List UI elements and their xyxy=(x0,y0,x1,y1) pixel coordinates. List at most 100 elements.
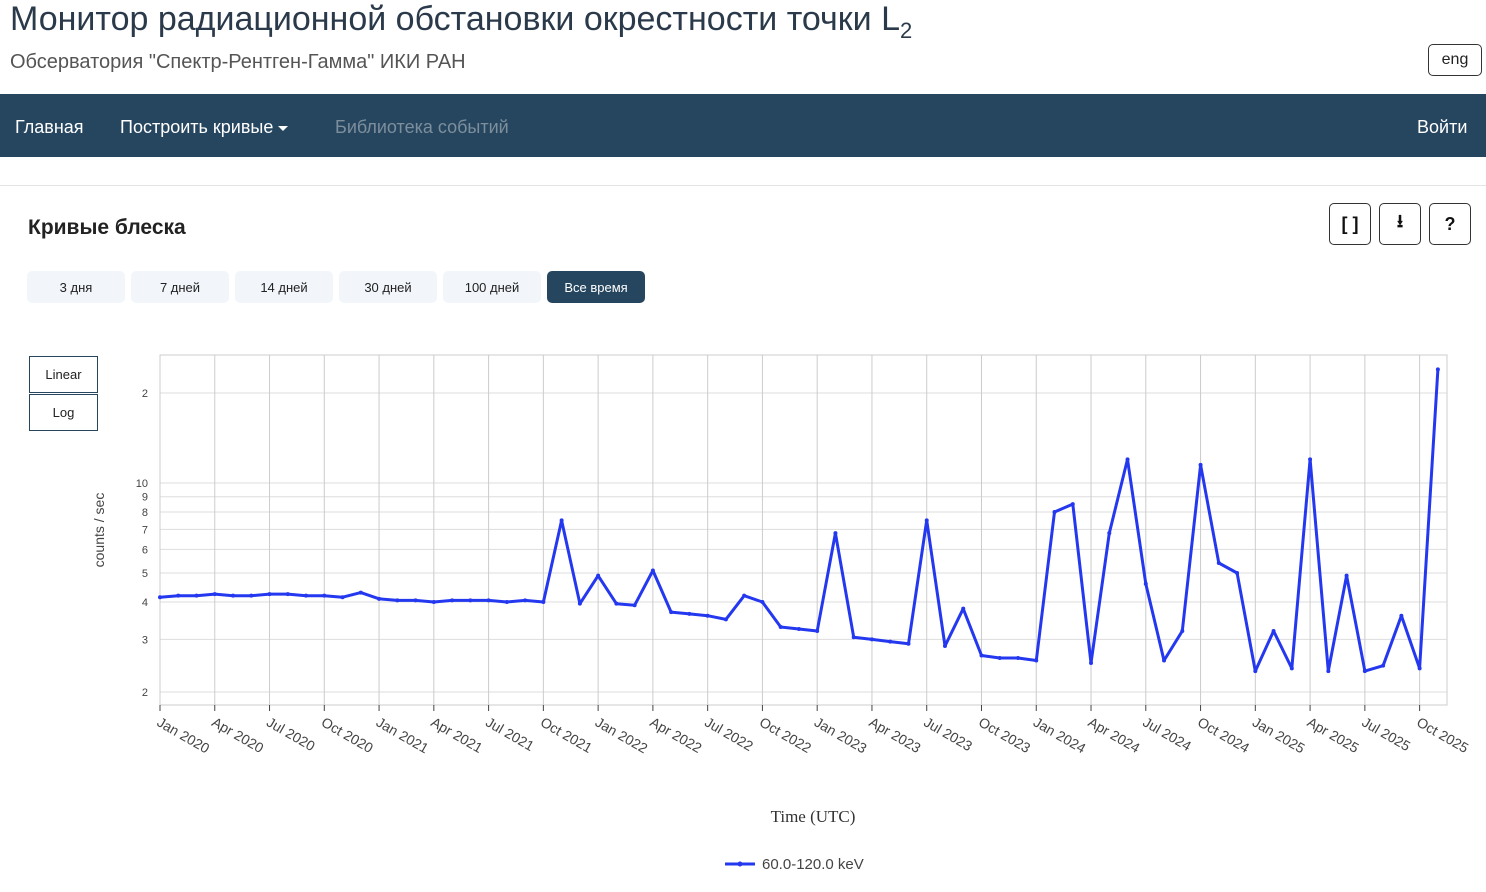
x-tick-label: Jan 2020 xyxy=(155,714,213,757)
data-point xyxy=(486,598,491,603)
data-point xyxy=(541,600,546,605)
range-button[interactable]: 30 дней xyxy=(339,271,437,303)
data-point xyxy=(1070,502,1075,507)
data-point xyxy=(304,593,309,598)
data-point xyxy=(1326,669,1331,674)
data-point xyxy=(1016,655,1020,660)
data-point xyxy=(1216,561,1221,566)
x-tick-label: Jan 2022 xyxy=(593,714,651,757)
data-point xyxy=(1125,457,1130,462)
range-button[interactable]: 7 дней xyxy=(131,271,229,303)
dropdown-caret xyxy=(278,125,289,131)
data-point xyxy=(942,644,947,649)
x-tick-label: Jul 2020 xyxy=(264,714,318,754)
data-point xyxy=(1399,613,1404,618)
nav-build[interactable]: Построить кривые xyxy=(120,94,289,157)
y-tick-label: 9 xyxy=(142,492,148,504)
data-point xyxy=(577,601,582,606)
x-tick-label: Jul 2022 xyxy=(702,714,756,754)
data-point xyxy=(596,573,601,578)
data-point xyxy=(523,598,528,603)
y-tick-label: 2 xyxy=(142,388,148,400)
x-tick-label: Apr 2021 xyxy=(428,714,485,756)
x-tick-label: Apr 2024 xyxy=(1086,714,1143,756)
data-point xyxy=(924,518,929,523)
tool-button[interactable]: ? xyxy=(1429,203,1471,245)
data-point xyxy=(961,606,966,611)
data-point xyxy=(833,531,838,536)
section-title: Кривые блеска xyxy=(28,216,186,239)
data-point xyxy=(687,611,692,616)
data-point xyxy=(1289,666,1294,671)
data-point xyxy=(632,603,637,608)
data-point xyxy=(614,601,619,606)
tool-button[interactable]: ⭳ xyxy=(1379,203,1421,245)
data-point xyxy=(1344,573,1349,578)
x-axis-label: Time (UTC) xyxy=(771,807,856,826)
x-tick-label: Jan 2023 xyxy=(812,714,870,757)
subtitle: Обсерватория "Спектр-Рентген-Гамма" ИКИ … xyxy=(10,51,466,73)
x-tick-label: Jul 2025 xyxy=(1359,714,1413,754)
y-tick-label: 6 xyxy=(142,544,148,556)
x-tick-label: Jan 2024 xyxy=(1031,714,1089,757)
data-line xyxy=(159,369,1440,673)
data-point xyxy=(1362,669,1367,674)
data-point xyxy=(468,598,473,603)
title-subscript: 2 xyxy=(900,17,913,43)
data-point xyxy=(450,598,455,603)
nav-library: Библиотека событий xyxy=(335,117,509,137)
data-point xyxy=(1107,531,1112,536)
divider xyxy=(0,185,1486,186)
y-tick-label: 3 xyxy=(142,634,148,646)
data-point xyxy=(431,600,436,605)
data-point xyxy=(796,626,801,631)
range-button[interactable]: Все время xyxy=(547,271,645,303)
x-tick-label: Apr 2022 xyxy=(647,714,704,756)
y-tick-label: 8 xyxy=(142,507,148,519)
data-point xyxy=(1235,571,1240,576)
range-button[interactable]: 14 дней xyxy=(235,271,333,303)
data-point xyxy=(194,593,199,598)
language-button[interactable]: eng xyxy=(1428,44,1482,76)
data-point xyxy=(176,593,181,598)
data-point xyxy=(815,628,820,633)
data-point xyxy=(1162,658,1167,663)
data-point xyxy=(559,518,564,523)
data-point xyxy=(669,610,674,615)
data-point xyxy=(869,637,874,642)
data-point xyxy=(1253,669,1258,674)
data-point xyxy=(1308,457,1313,462)
y-tick-label: 4 xyxy=(142,597,148,609)
data-point xyxy=(340,595,345,600)
data-point xyxy=(723,617,728,622)
x-tick-label: Jan 2025 xyxy=(1250,714,1308,757)
data-point xyxy=(979,653,984,658)
data-point xyxy=(1143,581,1148,586)
x-tick-label: Jan 2021 xyxy=(374,714,432,757)
scale-button[interactable]: Linear xyxy=(29,356,98,393)
data-point xyxy=(504,600,509,605)
y-axis-label: counts / sec xyxy=(91,493,107,568)
x-tick-label: Jul 2021 xyxy=(483,714,537,754)
data-point xyxy=(650,568,655,573)
data-point xyxy=(778,625,783,630)
scale-button[interactable]: Log xyxy=(29,394,98,431)
nav-login[interactable]: Войти xyxy=(1417,117,1468,137)
data-point xyxy=(742,593,747,598)
data-point xyxy=(158,595,162,600)
nav-home[interactable]: Главная xyxy=(15,117,84,137)
x-tick-label: Apr 2025 xyxy=(1305,714,1362,756)
data-point xyxy=(1052,510,1057,515)
range-button[interactable]: 100 дней xyxy=(443,271,541,303)
data-point xyxy=(760,600,765,605)
data-point xyxy=(1417,666,1422,671)
tool-button[interactable]: [ ] xyxy=(1329,203,1371,245)
y-tick-label: 10 xyxy=(136,478,148,490)
data-point xyxy=(1198,462,1203,467)
x-tick-label: Oct 2022 xyxy=(757,714,814,756)
x-tick-label: Jul 2023 xyxy=(921,714,975,754)
x-tick-label: Oct 2020 xyxy=(319,714,376,756)
range-button[interactable]: 3 дня xyxy=(27,271,125,303)
data-point xyxy=(888,639,893,644)
x-tick-label: Oct 2025 xyxy=(1414,714,1471,756)
